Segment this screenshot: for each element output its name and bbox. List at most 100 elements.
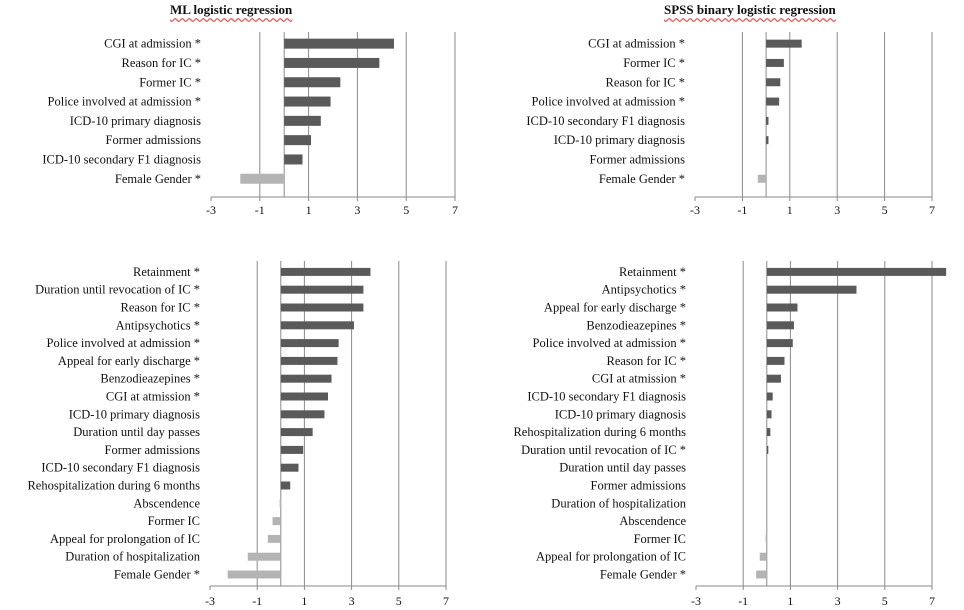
category-label: Abscendence <box>619 514 686 528</box>
category-label: Duration until day passes <box>559 461 686 475</box>
bar <box>766 39 802 48</box>
bar <box>766 116 769 125</box>
x-tick-label: -1 <box>737 203 747 217</box>
bar <box>766 374 781 383</box>
x-tick-label: 5 <box>882 594 888 608</box>
category-label: Duration until revocation of IC * <box>35 283 200 297</box>
bar <box>280 285 364 294</box>
category-label: ICD-10 primary diagnosis <box>554 133 685 147</box>
bar <box>272 517 281 526</box>
category-label: ICD-10 primary diagnosis <box>555 407 686 421</box>
category-label: Female Gender * <box>114 568 200 582</box>
bar <box>280 445 304 454</box>
category-label: Reason for IC * <box>607 354 687 368</box>
category-label: Female Gender * <box>115 172 201 186</box>
category-label: ICD-10 secondary F1 diagnosis <box>41 461 200 475</box>
category-label: Retainment * <box>133 265 200 279</box>
bar <box>267 534 281 543</box>
bar <box>766 339 793 348</box>
bar <box>756 570 767 579</box>
bar <box>766 136 769 145</box>
x-tick-label: 7 <box>929 203 935 217</box>
x-tick-label: -1 <box>255 203 265 217</box>
x-tick-label: 7 <box>443 594 449 608</box>
category-label: ICD-10 secondary F1 diagnosis <box>526 114 685 128</box>
bar <box>766 410 772 419</box>
category-label: Antipsychotics * <box>116 318 200 332</box>
bar <box>280 463 299 472</box>
category-label: Former admissions <box>590 152 686 166</box>
x-tick-label: 1 <box>787 203 793 217</box>
category-label: Former IC * <box>139 75 201 89</box>
category-label: Former admissions <box>591 479 687 493</box>
category-label: Police involved at admission * <box>47 336 200 350</box>
category-label: Female Gender * <box>599 172 685 186</box>
bar <box>280 356 338 365</box>
category-label: Police involved at admission * <box>533 336 686 350</box>
x-tick-label: 5 <box>882 203 888 217</box>
category-label: Duration of hospitalization <box>65 550 200 564</box>
x-tick-label: -3 <box>690 203 700 217</box>
left-column-title: ML logistic regression <box>170 2 293 17</box>
x-tick-label: -1 <box>252 594 262 608</box>
category-label: Rehospitalization during 6 months <box>27 479 200 493</box>
category-label: Former IC <box>634 532 686 546</box>
category-label: Reason for IC * <box>122 56 202 70</box>
bar <box>240 173 285 184</box>
bar <box>280 303 364 312</box>
x-tick-label: -3 <box>691 594 701 608</box>
panel-ml-top: -3 -1 1 3 5 7 CGI at admission * Reason for IC … <box>42 32 458 217</box>
bar <box>247 552 281 561</box>
category-label: Reason for IC * <box>606 75 686 89</box>
category-label: Female Gender * <box>600 568 686 582</box>
category-label: Reason for IC * <box>121 301 201 315</box>
bar <box>280 481 291 490</box>
bar <box>284 77 341 88</box>
bar <box>280 339 339 348</box>
panel-ml-bottom: -3 -1 1 3 5 7 Retainment * Duration until revoc… <box>27 261 449 608</box>
bar <box>284 96 331 107</box>
category-label: ICD-10 secondary F1 diagnosis <box>42 152 201 166</box>
bar <box>280 321 354 330</box>
bar <box>766 97 780 106</box>
bar <box>765 534 768 543</box>
category-label: Retainment * <box>619 265 686 279</box>
bar <box>766 356 785 365</box>
x-tick-label: 1 <box>301 594 307 608</box>
bar <box>766 321 794 330</box>
category-label: Rehospitalization during 6 months <box>513 425 686 439</box>
category-label: CGI at atmission * <box>592 372 686 386</box>
category-label: Appeal for prolongation of IC <box>50 532 200 546</box>
category-label: Police involved at admission * <box>532 95 685 109</box>
category-label: Former IC <box>148 514 200 528</box>
category-label: Duration until revocation of IC * <box>521 443 686 457</box>
bar <box>280 410 325 419</box>
bar <box>766 428 771 437</box>
category-label: Appeal for prolongation of IC <box>536 550 686 564</box>
x-tick-label: -3 <box>206 203 216 217</box>
x-tick-label: 1 <box>306 203 312 217</box>
x-tick-label: 7 <box>929 594 935 608</box>
category-label: Benzodieazepines * <box>586 318 686 332</box>
bar <box>280 392 328 401</box>
bar <box>284 115 321 126</box>
right-column-title: SPSS binary logistic regression <box>664 2 836 17</box>
category-label: CGI at atmission * <box>106 390 200 404</box>
x-tick-label: -3 <box>205 594 215 608</box>
panel-spss-bottom: -3 -1 1 3 5 7 Retainment * Antipsychotics * Appe… <box>513 261 947 608</box>
category-label: ICD-10 primary diagnosis <box>69 407 200 421</box>
x-tick-label: 5 <box>396 594 402 608</box>
bar <box>759 552 767 561</box>
category-label: Former IC * <box>623 56 685 70</box>
bar <box>766 58 784 67</box>
panel-spss-top: -3 -1 1 3 5 7 CGI at admission * Former IC * Rea… <box>526 32 935 217</box>
category-label: Duration until day passes <box>73 425 200 439</box>
x-tick-label: 3 <box>834 203 840 217</box>
bar <box>279 499 282 508</box>
category-label: Appeal for early discharge * <box>58 354 200 368</box>
x-tick-label: -1 <box>738 594 748 608</box>
bar <box>284 57 380 68</box>
bar <box>280 267 371 276</box>
x-tick-label: 5 <box>403 203 409 217</box>
